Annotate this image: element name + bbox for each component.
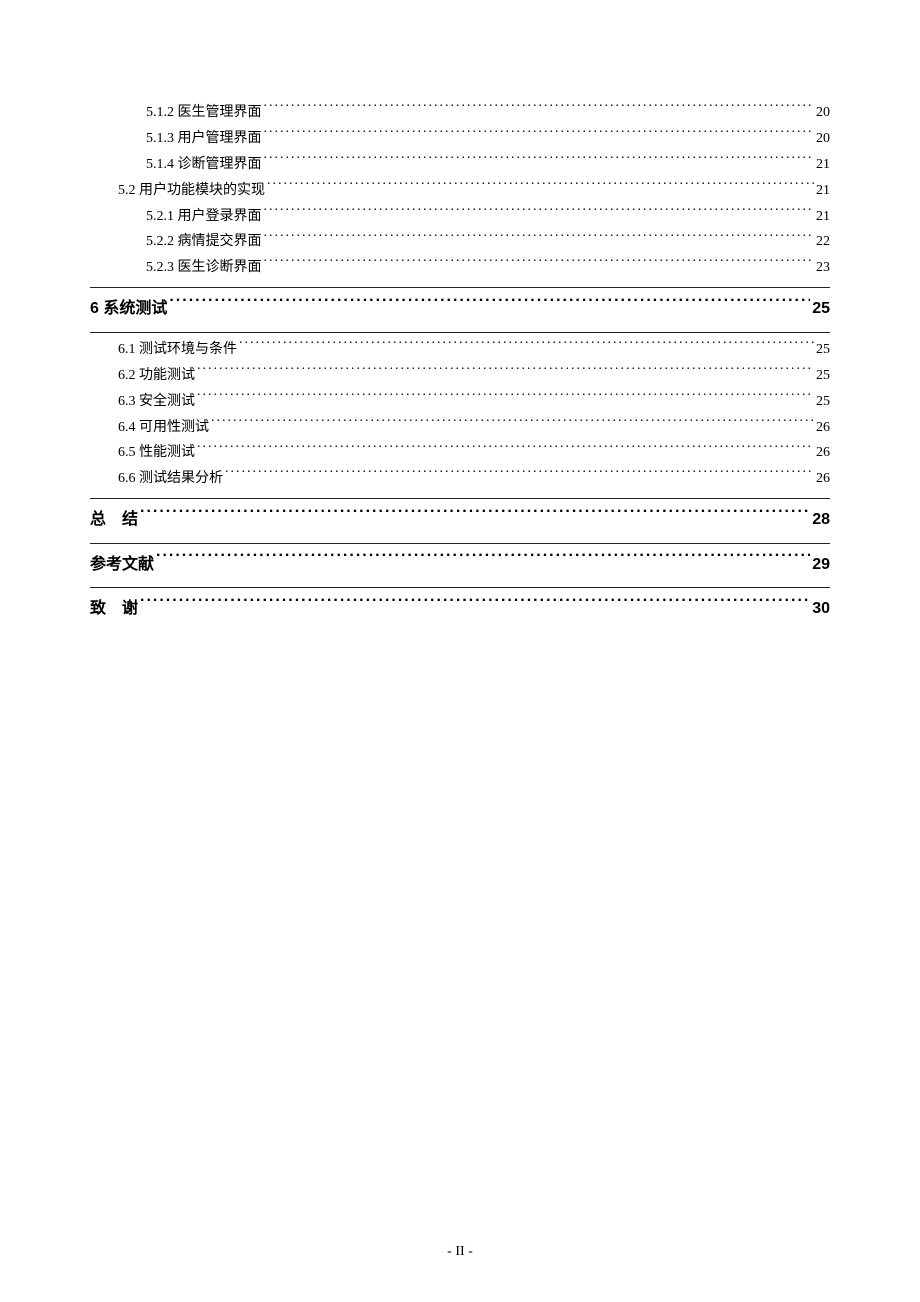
toc-entry[interactable]: 6.4 可用性测试 26 xyxy=(90,415,830,441)
toc-entry[interactable]: 5.2 用户功能模块的实现 21 xyxy=(90,178,830,204)
toc-entry-page: 21 xyxy=(816,178,830,204)
toc-entry-label: 5.2.1 用户登录界面 xyxy=(146,204,262,230)
toc-entry[interactable]: 总 结 28 xyxy=(90,503,830,537)
toc-leader-dots xyxy=(264,206,815,220)
toc-entry-label: 6.3 安全测试 xyxy=(118,389,195,415)
toc-leader-dots xyxy=(197,391,814,405)
toc-leader-dots xyxy=(211,417,814,431)
toc-leader-dots xyxy=(140,597,810,613)
toc-entry-page: 25 xyxy=(816,363,830,389)
toc-entry-label: 6 系统测试 xyxy=(90,292,167,326)
toc-leader-dots xyxy=(169,297,810,313)
toc-entry[interactable]: 5.2.1 用户登录界面 21 xyxy=(90,204,830,230)
toc-leader-dots xyxy=(264,257,815,271)
toc-entry[interactable]: 致 谢 30 xyxy=(90,592,830,626)
toc-entry-page: 20 xyxy=(816,100,830,126)
toc-entry-page: 25 xyxy=(816,389,830,415)
toc-entry-label: 6.1 测试环境与条件 xyxy=(118,337,237,363)
toc-entry-page: 20 xyxy=(816,126,830,152)
toc-entry-page: 30 xyxy=(812,592,830,626)
toc-entry[interactable]: 6.1 测试环境与条件 25 xyxy=(90,337,830,363)
toc-entry-page: 23 xyxy=(816,255,830,281)
toc-divider xyxy=(90,287,830,288)
toc-entry-label: 总 结 xyxy=(90,503,138,537)
toc-entry[interactable]: 5.2.3 医生诊断界面 23 xyxy=(90,255,830,281)
toc-leader-dots xyxy=(239,339,814,353)
toc-entry-page: 29 xyxy=(812,548,830,582)
toc-leader-dots xyxy=(267,180,814,194)
toc-entry-page: 25 xyxy=(812,292,830,326)
toc-entry-page: 28 xyxy=(812,503,830,537)
toc-entry-page: 22 xyxy=(816,229,830,255)
toc-entry-label: 5.1.2 医生管理界面 xyxy=(146,100,262,126)
toc-entry-label: 6.5 性能测试 xyxy=(118,440,195,466)
toc-entry-label: 5.1.4 诊断管理界面 xyxy=(146,152,262,178)
toc-leader-dots xyxy=(140,508,810,524)
toc-entry-label: 致 谢 xyxy=(90,592,138,626)
toc-leader-dots xyxy=(197,365,814,379)
toc-leader-dots xyxy=(156,553,810,569)
document-page: 5.1.2 医生管理界面205.1.3 用户管理界面205.1.4 诊断管理界面… xyxy=(0,0,920,1302)
toc-entry[interactable]: 5.1.2 医生管理界面 20 xyxy=(90,100,830,126)
toc-entry[interactable]: 6.6 测试结果分析 26 xyxy=(90,466,830,492)
toc-entry-page: 21 xyxy=(816,204,830,230)
toc-entry-label: 6.6 测试结果分析 xyxy=(118,466,223,492)
toc-entry-page: 26 xyxy=(816,466,830,492)
toc-entry[interactable]: 6.5 性能测试 26 xyxy=(90,440,830,466)
toc-entry-label: 5.2.3 医生诊断界面 xyxy=(146,255,262,281)
toc-entry-page: 26 xyxy=(816,440,830,466)
toc-entry-label: 参考文献 xyxy=(90,548,154,582)
toc-leader-dots xyxy=(264,231,815,245)
toc-leader-dots xyxy=(225,468,814,482)
toc-entry-label: 5.1.3 用户管理界面 xyxy=(146,126,262,152)
toc-entry[interactable]: 6.3 安全测试 25 xyxy=(90,389,830,415)
toc-leader-dots xyxy=(264,128,815,142)
toc-entry-page: 21 xyxy=(816,152,830,178)
toc-entry[interactable]: 5.2.2 病情提交界面 22 xyxy=(90,229,830,255)
toc-entry-label: 5.2.2 病情提交界面 xyxy=(146,229,262,255)
toc-entry-page: 25 xyxy=(816,337,830,363)
toc-leader-dots xyxy=(197,442,814,456)
page-footer: - II - xyxy=(0,1244,920,1260)
toc-entry[interactable]: 6.2 功能测试 25 xyxy=(90,363,830,389)
toc-divider xyxy=(90,587,830,588)
toc-divider xyxy=(90,332,830,333)
toc-entry-label: 5.2 用户功能模块的实现 xyxy=(118,178,265,204)
toc-entry-label: 6.4 可用性测试 xyxy=(118,415,209,441)
toc-entry-page: 26 xyxy=(816,415,830,441)
table-of-contents: 5.1.2 医生管理界面205.1.3 用户管理界面205.1.4 诊断管理界面… xyxy=(90,100,830,626)
toc-entry[interactable]: 5.1.3 用户管理界面 20 xyxy=(90,126,830,152)
toc-entry[interactable]: 5.1.4 诊断管理界面 21 xyxy=(90,152,830,178)
toc-leader-dots xyxy=(264,154,815,168)
toc-entry-label: 6.2 功能测试 xyxy=(118,363,195,389)
toc-entry[interactable]: 参考文献 29 xyxy=(90,548,830,582)
toc-divider xyxy=(90,498,830,499)
toc-leader-dots xyxy=(264,102,815,116)
toc-entry[interactable]: 6 系统测试 25 xyxy=(90,292,830,326)
toc-divider xyxy=(90,543,830,544)
